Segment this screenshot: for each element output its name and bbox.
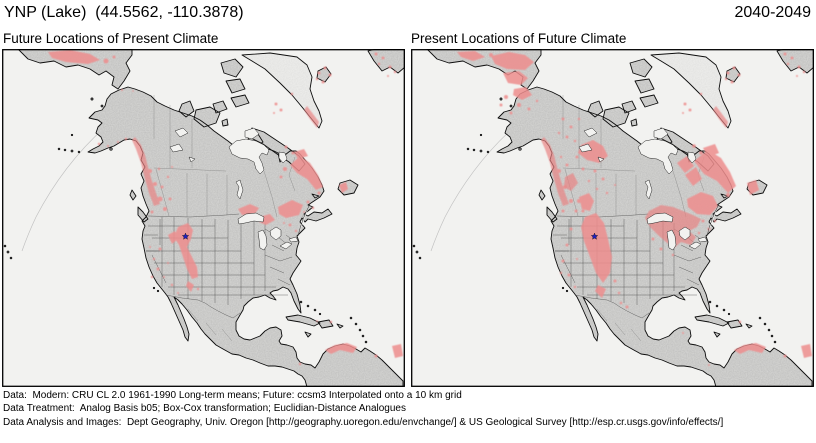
future-climate-map-image [2, 49, 405, 387]
present-climate-map-image [411, 49, 814, 387]
caption-line-data: Data: Modern: CRU CL 2.0 1961-1990 Long-… [3, 390, 462, 401]
caption: Data: Modern: CRU CL 2.0 1961-1990 Long-… [3, 389, 723, 429]
map-present-locations [411, 49, 814, 387]
right-map-title: Present Locations of Future Climate [411, 31, 627, 46]
caption-line-credits: Data Analysis and Images: Dept Geography… [3, 416, 724, 428]
period-label: 2040-2049 [734, 4, 811, 21]
map-future-locations [2, 49, 405, 387]
caption-line-treatment: Data Treatment: Analog Basis b05; Box-Co… [3, 403, 406, 415]
page-title: YNP (Lake) (44.5562, -110.3878) [4, 4, 244, 21]
left-map-title: Future Locations of Present Climate [3, 31, 219, 46]
